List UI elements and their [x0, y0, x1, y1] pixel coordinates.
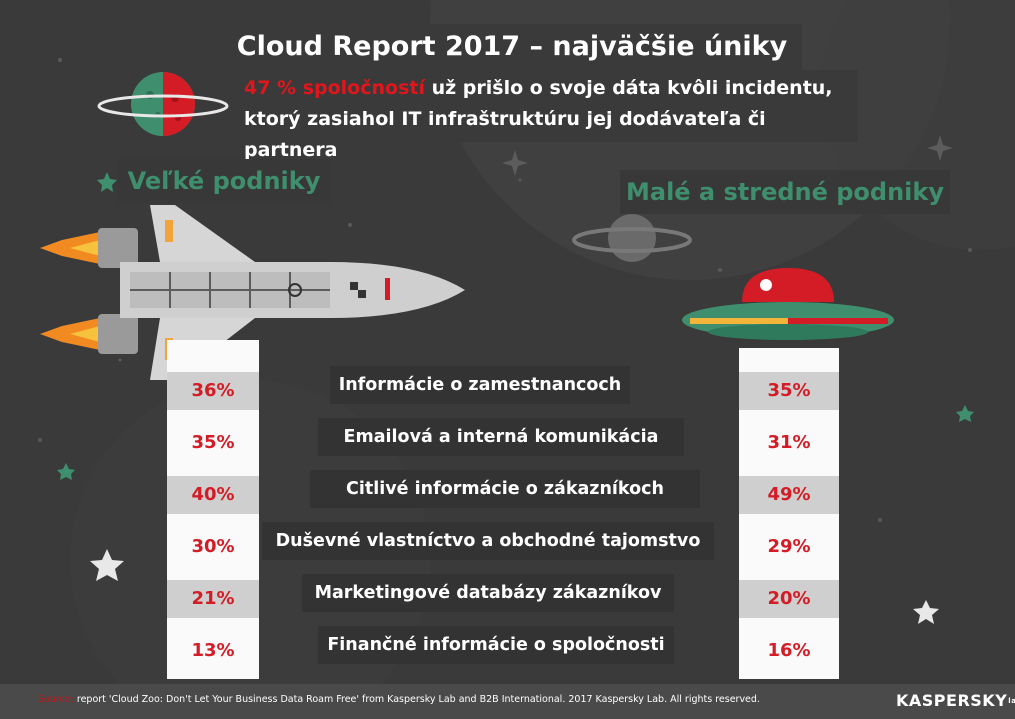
row-band-large	[167, 476, 259, 514]
category-label: Informácie o zamestnancoch	[330, 366, 630, 404]
value-smb: 31%	[767, 432, 811, 453]
category-label: Emailová a interná komunikácia	[318, 418, 684, 456]
subtitle-highlight: 47 % spoločností	[244, 77, 425, 99]
value-smb: 35%	[767, 380, 811, 401]
row-band-large	[167, 372, 259, 410]
page-title: Cloud Report 2017 – najväčšie úniky	[236, 31, 788, 62]
value-large-enterprise: 40%	[191, 484, 235, 505]
source-label: Source:	[38, 694, 74, 705]
category-label: Citlivé informácie o zákazníkoch	[310, 470, 700, 508]
category-label: Duševné vlastníctvo a obchodné tajomstvo	[262, 522, 714, 560]
space-shuttle-icon	[40, 205, 465, 380]
brand-name: KASPERSKY	[896, 691, 1008, 710]
value-smb: 29%	[767, 536, 811, 557]
category-label: Finančné informácie o spoločnosti	[318, 626, 674, 664]
value-large-enterprise: 21%	[191, 588, 235, 609]
subtitle: 47 % spoločností už prišlo o svoje dáta …	[244, 73, 864, 166]
value-large-enterprise: 30%	[191, 536, 235, 557]
subtitle-line-1: 47 % spoločností už prišlo o svoje dáta …	[244, 73, 864, 104]
value-large-enterprise: 13%	[191, 640, 235, 661]
group-heading-large: Veľké podniky	[118, 159, 330, 203]
value-smb: 20%	[767, 588, 811, 609]
footer-source: Source: report 'Cloud Zoo: Don't Let You…	[38, 684, 760, 719]
row-band-smb	[739, 372, 839, 410]
value-large-enterprise: 36%	[191, 380, 235, 401]
subtitle-line-2: ktorý zasiahol IT infraštruktúru jej dod…	[244, 108, 766, 161]
saturn-icon	[572, 214, 692, 262]
category-label: Marketingové databázy zákazníkov	[302, 574, 674, 612]
value-smb: 49%	[767, 484, 811, 505]
group-heading-smb: Malé a stredné podniky	[620, 170, 950, 214]
source-text: report 'Cloud Zoo: Don't Let Your Busine…	[76, 694, 760, 705]
row-band-large	[167, 580, 259, 618]
star-icon	[57, 172, 974, 624]
planet-icon	[97, 72, 229, 136]
row-band-smb	[739, 476, 839, 514]
subtitle-line-1-rest: už prišlo o svoje dáta kvôli incidentu,	[431, 77, 833, 99]
title-background	[222, 24, 802, 70]
subtitle-background	[238, 70, 858, 142]
row-band-smb	[739, 580, 839, 618]
footer-bar	[0, 684, 1015, 719]
ufo-icon	[682, 268, 894, 340]
value-large-enterprise: 35%	[191, 432, 235, 453]
brand-suffix: lab	[1008, 697, 1015, 705]
kaspersky-logo: KASPERSKYlab	[896, 690, 1015, 712]
value-smb: 16%	[767, 640, 811, 661]
